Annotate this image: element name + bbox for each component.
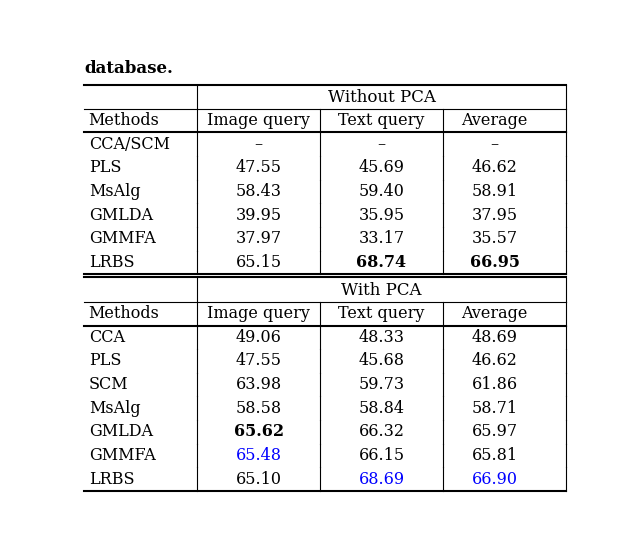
Text: Average: Average <box>462 305 528 322</box>
Text: 68.69: 68.69 <box>358 471 404 487</box>
Text: 66.15: 66.15 <box>358 447 404 464</box>
Text: LRBS: LRBS <box>89 254 134 271</box>
Text: Image query: Image query <box>207 305 310 322</box>
Text: GMLDA: GMLDA <box>89 423 153 440</box>
Text: MsAlg: MsAlg <box>89 183 141 200</box>
Text: 66.90: 66.90 <box>472 471 518 487</box>
Text: 59.40: 59.40 <box>359 183 404 200</box>
Text: CCA: CCA <box>89 329 125 346</box>
Text: –: – <box>377 136 385 153</box>
Text: 68.74: 68.74 <box>356 254 406 271</box>
Text: –: – <box>255 136 262 153</box>
Text: 47.55: 47.55 <box>236 159 281 176</box>
Text: 46.62: 46.62 <box>472 159 517 176</box>
Text: 37.97: 37.97 <box>236 230 281 247</box>
Text: Text query: Text query <box>339 305 425 322</box>
Text: LRBS: LRBS <box>89 471 134 487</box>
Text: 65.15: 65.15 <box>236 254 281 271</box>
Text: 45.69: 45.69 <box>358 159 404 176</box>
Text: 58.43: 58.43 <box>236 183 281 200</box>
Text: PLS: PLS <box>89 352 121 370</box>
Text: 65.97: 65.97 <box>472 423 518 440</box>
Text: Average: Average <box>462 112 528 129</box>
Text: Image query: Image query <box>207 112 310 129</box>
Text: 47.55: 47.55 <box>236 352 281 370</box>
Text: 33.17: 33.17 <box>358 230 404 247</box>
Text: 46.62: 46.62 <box>472 352 517 370</box>
Text: CCA/SCM: CCA/SCM <box>89 136 170 153</box>
Text: 37.95: 37.95 <box>472 207 518 224</box>
Text: Text query: Text query <box>339 112 425 129</box>
Text: Methods: Methods <box>88 112 159 129</box>
Text: 65.10: 65.10 <box>236 471 281 487</box>
Text: 48.69: 48.69 <box>472 329 518 346</box>
Text: 59.73: 59.73 <box>358 376 404 393</box>
Text: 58.71: 58.71 <box>472 400 518 417</box>
Text: With PCA: With PCA <box>341 281 422 299</box>
Text: GMMFA: GMMFA <box>89 447 156 464</box>
Text: 58.84: 58.84 <box>358 400 404 417</box>
Text: 66.95: 66.95 <box>470 254 520 271</box>
Text: 63.98: 63.98 <box>236 376 281 393</box>
Text: SCM: SCM <box>89 376 129 393</box>
Text: 35.57: 35.57 <box>472 230 518 247</box>
Text: –: – <box>491 136 499 153</box>
Text: 45.68: 45.68 <box>358 352 404 370</box>
Text: 65.62: 65.62 <box>234 423 284 440</box>
Text: 66.32: 66.32 <box>358 423 404 440</box>
Text: 58.91: 58.91 <box>472 183 518 200</box>
Text: 39.95: 39.95 <box>236 207 281 224</box>
Text: PLS: PLS <box>89 159 121 176</box>
Text: GMMFA: GMMFA <box>89 230 156 247</box>
Text: 35.95: 35.95 <box>358 207 404 224</box>
Text: 49.06: 49.06 <box>236 329 281 346</box>
Text: MsAlg: MsAlg <box>89 400 141 417</box>
Text: 65.48: 65.48 <box>236 447 281 464</box>
Text: GMLDA: GMLDA <box>89 207 153 224</box>
Text: Without PCA: Without PCA <box>328 89 436 105</box>
Text: 48.33: 48.33 <box>358 329 404 346</box>
Text: 61.86: 61.86 <box>472 376 518 393</box>
Text: 58.58: 58.58 <box>236 400 281 417</box>
Text: database.: database. <box>84 60 173 77</box>
Text: Methods: Methods <box>88 305 159 322</box>
Text: 65.81: 65.81 <box>472 447 518 464</box>
